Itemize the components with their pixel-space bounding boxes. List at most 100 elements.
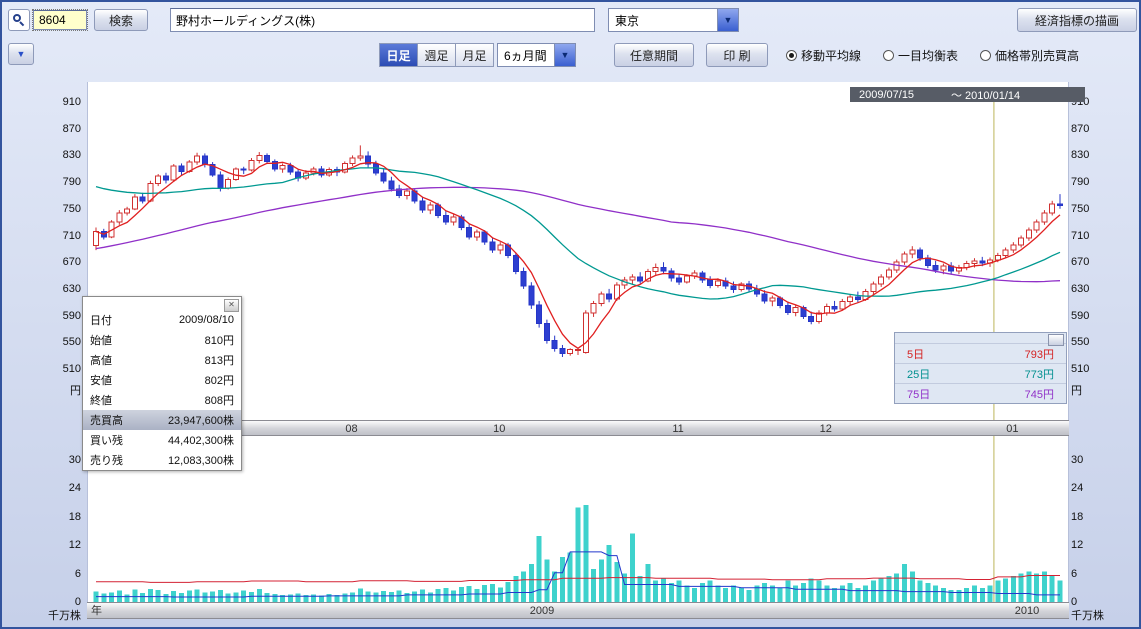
legend-label: 5日: [907, 348, 925, 361]
radio-selected-icon: [786, 50, 797, 61]
stock-name-input[interactable]: [170, 8, 595, 32]
volume-axis-label-left: 12: [68, 539, 81, 552]
radio-icon: [883, 50, 895, 61]
tooltip-value: 813円: [204, 355, 234, 367]
tooltip-label: 安値: [90, 375, 112, 387]
tooltip-rows: 日付 2009/08/10 始値 810円高値 813円安値 802円終値 808円売買高 2…: [83, 310, 241, 470]
legend-row: 75日 745円: [895, 383, 1066, 403]
radio-moving-average[interactable]: 移動平均線: [786, 47, 861, 64]
tooltip-row: 終値 808円: [83, 390, 241, 410]
chevron-down-icon: ▼: [16, 49, 26, 59]
tooltip-label: 買い残: [90, 435, 123, 447]
month-label: 12: [819, 423, 832, 435]
month-label: 11: [672, 423, 684, 435]
price-axis-label-right: 790: [1071, 176, 1090, 189]
price-unit-label-left: 円: [70, 385, 81, 397]
tab-weekly[interactable]: 週足: [417, 43, 456, 67]
tooltip-value: 44,402,300株: [167, 435, 234, 447]
volume-axis-label-left: 0: [74, 596, 81, 608]
tooltip-row: 始値 810円: [83, 330, 241, 350]
price-axis-label-left: 670: [62, 256, 81, 269]
price-axis-label-left: 790: [62, 176, 81, 189]
period-select-value: 6ヵ月間: [504, 49, 547, 63]
radio-label: 移動平均線: [801, 49, 862, 63]
price-axis-label-left: 750: [62, 202, 81, 215]
chevron-down-icon[interactable]: ▼: [554, 44, 575, 66]
tooltip-header: ✕: [83, 297, 241, 312]
price-axis-label-right: 550: [1071, 336, 1090, 349]
legend-collapse-icon[interactable]: [1048, 334, 1064, 346]
legend-row: 5日 793円: [895, 343, 1066, 363]
tab-monthly[interactable]: 月足: [455, 43, 494, 67]
radio-icon: [980, 50, 992, 61]
tooltip-label: 日付: [90, 315, 112, 327]
date-range-start: 2009/07/15: [850, 87, 958, 102]
tooltip-row: 高値 813円: [83, 350, 241, 370]
tooltip-row: 安値 802円: [83, 370, 241, 390]
period-select[interactable]: 6ヵ月間 ▼: [497, 43, 576, 67]
radio-volume-by-price[interactable]: 価格帯別売買高: [980, 47, 1079, 64]
legend-value: 745円: [1024, 388, 1054, 401]
tab-daily[interactable]: 日足: [379, 43, 418, 67]
price-axis-label-right: 510: [1071, 363, 1090, 375]
legend-label: 75日: [907, 388, 931, 401]
moving-average-legend: 5日 793円 25日 773円 75日 745円: [894, 332, 1067, 404]
volume-axis-label-right: 30: [1071, 454, 1084, 467]
year-label: 2009: [529, 605, 555, 617]
price-axis-label-right: 830: [1071, 149, 1090, 162]
price-unit-label-right: 円: [1071, 385, 1082, 397]
volume-chart[interactable]: [88, 436, 1068, 602]
legend-rows: 5日 793円 25日 773円 75日 745円: [895, 343, 1066, 403]
radio-label: 一目均衡表: [898, 49, 959, 63]
price-axis-label-left: 510: [62, 363, 81, 375]
tooltip-label: 売買高: [90, 415, 123, 427]
radio-ichimoku[interactable]: 一目均衡表: [883, 47, 958, 64]
price-axis-label-left: 630: [62, 282, 81, 295]
tooltip-label: 終値: [90, 395, 112, 407]
volume-axis-label-left: 24: [68, 482, 81, 495]
month-label: 01: [1006, 423, 1019, 435]
search-icon-button[interactable]: [8, 9, 30, 31]
price-axis-label-left: 910: [62, 96, 81, 108]
market-select[interactable]: 東京 ▼: [608, 8, 739, 32]
print-button[interactable]: 印 刷: [706, 43, 768, 67]
month-label: 08: [345, 423, 358, 435]
price-axis-label-left: 550: [62, 336, 81, 349]
price-chart-plot[interactable]: [87, 82, 1069, 420]
close-icon[interactable]: ✕: [224, 299, 239, 312]
month-axis-band: [87, 420, 1069, 436]
price-chart[interactable]: [88, 82, 1068, 420]
price-axis-label-right: 670: [1071, 256, 1090, 269]
price-axis-label-right: 870: [1071, 122, 1090, 135]
tooltip-value: 802円: [204, 375, 234, 387]
volume-axis-label-right: 6: [1071, 567, 1078, 580]
price-axis-label-right: 590: [1071, 309, 1090, 322]
date-range-end-text: ～ 2010/01/14: [951, 89, 1021, 102]
tooltip-value: 12,083,300株: [167, 455, 234, 467]
market-select-value: 東京: [615, 14, 640, 28]
volume-axis-label-right: 0: [1071, 596, 1078, 608]
tooltip-value: 2009/08/10: [178, 314, 234, 326]
search-button[interactable]: 検索: [94, 9, 148, 31]
draw-economic-indicator-button[interactable]: 経済指標の描画: [1017, 8, 1137, 32]
price-axis-label-right: 630: [1071, 282, 1090, 295]
legend-label: 25日: [907, 368, 931, 381]
custom-period-button[interactable]: 任意期間: [614, 43, 694, 67]
tooltip-value: 23,947,600株: [167, 415, 234, 427]
volume-chart-plot[interactable]: [87, 436, 1069, 602]
tooltip-row: 買い残 44,402,300株: [83, 430, 241, 450]
price-axis-label-left: 590: [62, 309, 81, 322]
year-axis-label: 年: [91, 605, 102, 617]
tooltip-row: 日付 2009/08/10: [83, 310, 241, 330]
panel-collapse-button[interactable]: ▼: [8, 43, 34, 65]
tooltip-label: 高値: [90, 355, 112, 367]
data-tooltip: ✕ 日付 2009/08/10 始値 810円高値 813円安値 802円終値 808円売買…: [82, 296, 242, 471]
chevron-down-icon[interactable]: ▼: [717, 9, 738, 31]
price-axis-label-left: 830: [62, 149, 81, 162]
search-icon: [13, 14, 25, 27]
volume-axis-label-left: 6: [74, 567, 81, 580]
stock-code-input[interactable]: [32, 9, 88, 31]
volume-axis-label-right: 24: [1071, 482, 1084, 495]
tooltip-row: 売り残 12,083,300株: [83, 450, 241, 470]
